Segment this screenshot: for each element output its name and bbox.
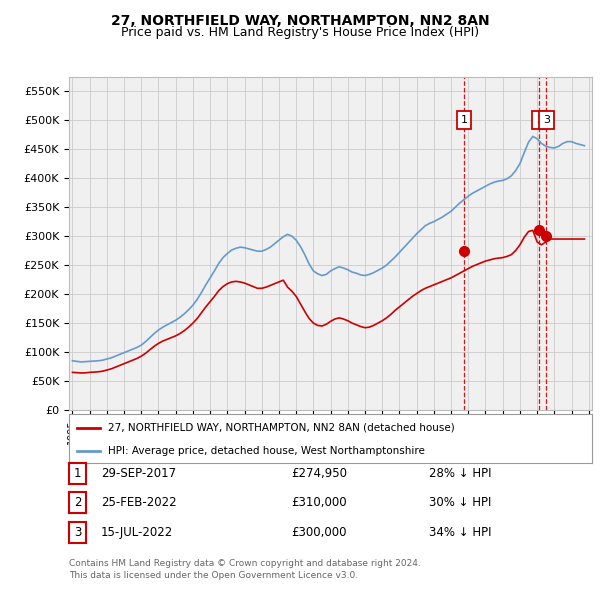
Text: 15-JUL-2022: 15-JUL-2022 <box>101 526 173 539</box>
Text: Price paid vs. HM Land Registry's House Price Index (HPI): Price paid vs. HM Land Registry's House … <box>121 26 479 39</box>
Text: £300,000: £300,000 <box>291 526 347 539</box>
Text: 3: 3 <box>543 115 550 125</box>
Text: 28% ↓ HPI: 28% ↓ HPI <box>429 467 491 480</box>
Text: 2: 2 <box>536 115 543 125</box>
Text: 25-FEB-2022: 25-FEB-2022 <box>101 496 176 509</box>
Text: £310,000: £310,000 <box>291 496 347 509</box>
Text: 1: 1 <box>460 115 467 125</box>
Text: HPI: Average price, detached house, West Northamptonshire: HPI: Average price, detached house, West… <box>108 446 425 456</box>
Text: £274,950: £274,950 <box>291 467 347 480</box>
Text: 29-SEP-2017: 29-SEP-2017 <box>101 467 176 480</box>
Text: 27, NORTHFIELD WAY, NORTHAMPTON, NN2 8AN: 27, NORTHFIELD WAY, NORTHAMPTON, NN2 8AN <box>110 14 490 28</box>
Text: 27, NORTHFIELD WAY, NORTHAMPTON, NN2 8AN (detached house): 27, NORTHFIELD WAY, NORTHAMPTON, NN2 8AN… <box>108 423 455 433</box>
Text: 3: 3 <box>74 526 81 539</box>
Text: 30% ↓ HPI: 30% ↓ HPI <box>429 496 491 509</box>
Text: This data is licensed under the Open Government Licence v3.0.: This data is licensed under the Open Gov… <box>69 571 358 580</box>
Text: 2: 2 <box>74 496 81 509</box>
Text: 34% ↓ HPI: 34% ↓ HPI <box>429 526 491 539</box>
Text: 1: 1 <box>74 467 81 480</box>
Text: Contains HM Land Registry data © Crown copyright and database right 2024.: Contains HM Land Registry data © Crown c… <box>69 559 421 568</box>
